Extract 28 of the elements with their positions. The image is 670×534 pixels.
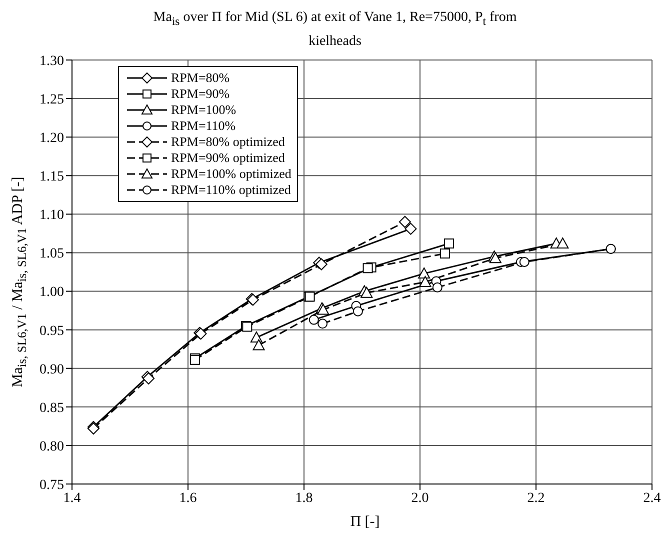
legend-label: RPM=80% bbox=[171, 70, 230, 86]
x-tick-label: 2.2 bbox=[527, 490, 545, 506]
y-tick-label: 1.25 bbox=[40, 92, 64, 108]
y-tick-label: 1.10 bbox=[40, 208, 64, 224]
y-tick-label: 0.85 bbox=[40, 400, 64, 416]
chart-title: Ma$_{is}$ over Π for Mid (SL 6) at exit of Vane 1, Re=75000, P$_{t}$ from kielheads bbox=[153, 10, 517, 49]
x-tick-label: 2.4 bbox=[643, 490, 661, 506]
legend-label: RPM=90% optimized bbox=[171, 150, 285, 166]
y-tick-label: 1.15 bbox=[40, 170, 64, 185]
x-tick-label: 1.4 bbox=[63, 490, 81, 506]
x-tick-label: 1.8 bbox=[295, 490, 313, 506]
legend-label: RPM=90% bbox=[171, 86, 230, 102]
y-tick-label: 1.30 bbox=[40, 54, 64, 69]
legend-label: RPM=80% optimized bbox=[171, 134, 285, 150]
y-tick-label: 1.05 bbox=[40, 246, 64, 262]
y-tick-label: 1.20 bbox=[40, 131, 64, 146]
y-tick-label: 0.95 bbox=[40, 324, 64, 339]
legend-label: RPM=110% optimized bbox=[171, 182, 291, 198]
legend-label: RPM=110% bbox=[171, 118, 236, 134]
legend-label: RPM=100% optimized bbox=[171, 166, 292, 182]
y-tick-label: 0.90 bbox=[40, 362, 64, 378]
x-tick-label: 1.6 bbox=[179, 490, 197, 506]
x-axis-title: Π [-] bbox=[349, 514, 381, 531]
y-tick-label: 0.80 bbox=[40, 439, 64, 454]
x-tick-label: 2.0 bbox=[411, 490, 429, 506]
y-tick-label: 0.75 bbox=[40, 478, 64, 493]
y-tick-label: 1.00 bbox=[40, 285, 64, 300]
legend-label: RPM=100% bbox=[171, 102, 236, 118]
